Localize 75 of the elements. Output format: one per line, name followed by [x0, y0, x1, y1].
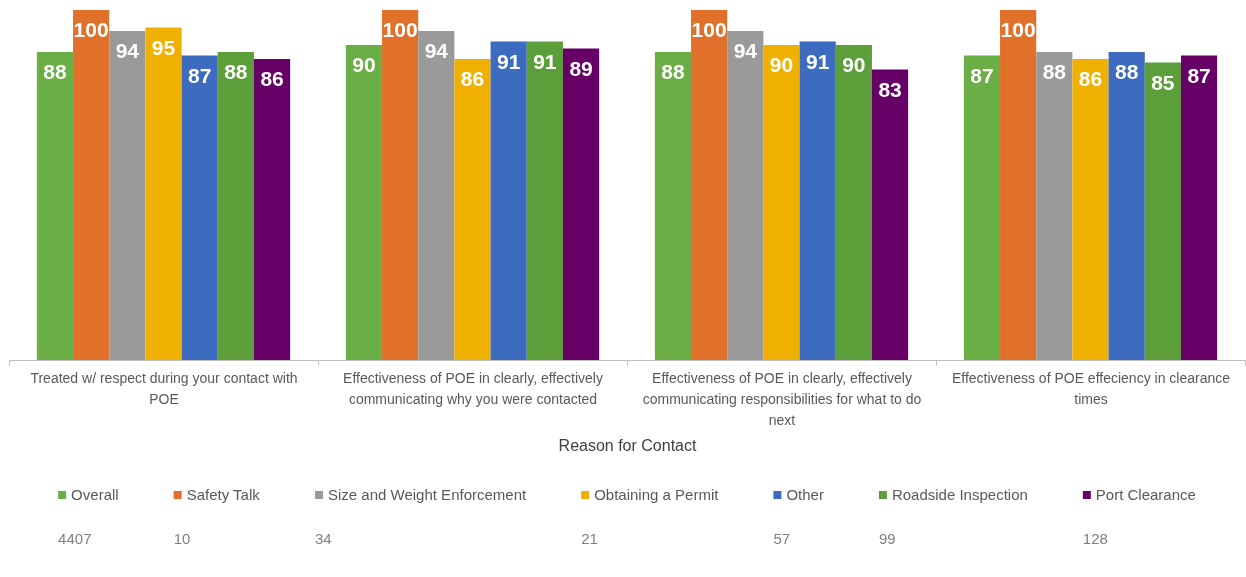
bar — [382, 10, 419, 360]
bar — [73, 10, 110, 360]
bar — [36, 52, 74, 360]
legend-label: Other — [786, 486, 824, 503]
bar — [871, 69, 909, 360]
data-label: 94 — [115, 39, 140, 62]
data-label: 91 — [497, 49, 521, 73]
data-label: 91 — [806, 49, 830, 73]
bar — [1180, 55, 1218, 360]
data-label: 88 — [661, 60, 685, 83]
data-label: 100 — [73, 18, 109, 41]
data-label: 95 — [151, 35, 176, 59]
x-tick-label: Effectiveness of POE in clearly, effectively communicating responsibilities for what to do next — [642, 369, 922, 428]
data-label: 100 — [1000, 18, 1036, 41]
data-label: 90 — [842, 53, 866, 76]
data-label: 94 — [424, 39, 449, 62]
bar — [691, 10, 728, 360]
bar — [145, 27, 182, 360]
text: 4407 — [58, 530, 92, 547]
data-label: 94 — [733, 39, 758, 62]
x-tick-label: Treated w/ respect during your contact with POE — [30, 369, 298, 407]
data-label: 88 — [224, 60, 248, 83]
data-label: 86 — [1078, 67, 1103, 90]
bar — [181, 55, 218, 360]
legend-label: Obtaining a Permit — [594, 486, 720, 503]
data-label: 88 — [1115, 60, 1139, 83]
bar — [418, 31, 455, 360]
bar — [1144, 62, 1181, 360]
text: 10 — [173, 530, 191, 547]
bar — [253, 59, 291, 360]
bar — [562, 48, 600, 360]
bar — [1000, 10, 1037, 360]
x-tick-label: Effectiveness of POE in clearly, effectively communicating why you were contacted — [343, 369, 603, 407]
legend-label: Port Clearance — [1095, 486, 1196, 503]
bar — [490, 41, 527, 360]
data-label: 88 — [43, 60, 67, 83]
text: 57 — [773, 530, 791, 547]
data-label: 86 — [460, 67, 485, 90]
bar — [963, 55, 1001, 360]
text: 21 — [581, 530, 598, 547]
data-label: 89 — [569, 56, 593, 80]
bar — [109, 31, 146, 360]
data-label: 100 — [382, 18, 418, 41]
data-label: 87 — [188, 63, 212, 87]
bar — [526, 41, 563, 360]
legend-label: Roadside Inspection — [891, 486, 1028, 503]
text: 128 — [1082, 530, 1108, 547]
bar — [217, 52, 254, 360]
legend-label: Overall — [71, 486, 119, 503]
data-label: 85 — [1151, 70, 1175, 94]
bar — [454, 59, 491, 360]
data-label: 87 — [1187, 63, 1211, 87]
bar — [727, 31, 764, 360]
bar — [1036, 52, 1073, 360]
bar — [1108, 52, 1145, 360]
data-label: 90 — [769, 53, 794, 76]
bar — [654, 52, 692, 360]
data-label: 90 — [352, 53, 376, 76]
x-axis-title: Reason for Contact — [558, 436, 697, 454]
data-label: 83 — [878, 77, 902, 101]
bar — [835, 45, 872, 360]
data-label: 86 — [260, 67, 284, 90]
legend-label: Size and Weight Enforcement — [328, 486, 527, 503]
data-label: 91 — [533, 49, 557, 73]
bar — [799, 41, 836, 360]
bar — [763, 45, 800, 360]
data-label: 100 — [691, 18, 727, 41]
legend-label: Safety Talk — [186, 486, 261, 503]
x-tick-label: Effectiveness of POE effeciency in clearance times — [951, 369, 1231, 407]
data-label: 88 — [1042, 60, 1067, 83]
bar — [1072, 59, 1109, 360]
data-label: 87 — [970, 63, 994, 87]
text: 99 — [878, 530, 896, 547]
bar — [345, 45, 383, 360]
text: 34 — [315, 530, 332, 547]
